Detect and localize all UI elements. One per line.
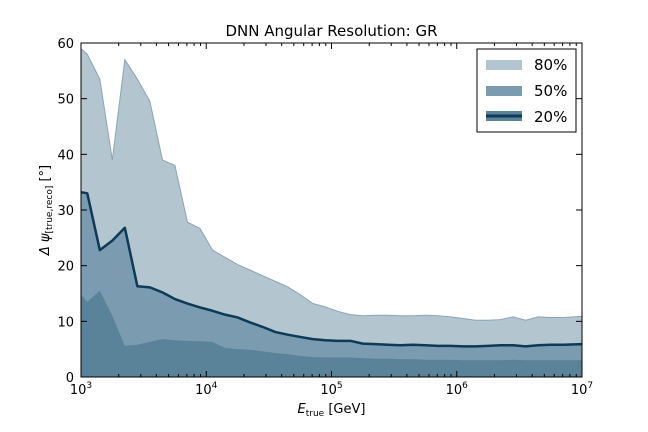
median-line	[80, 190, 583, 348]
area-50pct	[81, 192, 582, 377]
legend: 80% 50% 20%	[476, 48, 577, 133]
area-20pct	[81, 290, 582, 377]
legend-label-20: 20%	[534, 108, 567, 126]
y-tick-label: 20	[57, 260, 74, 275]
x-tick-label: 105	[320, 381, 342, 398]
x-tick-label: 107	[571, 381, 593, 398]
legend-label-80: 80%	[534, 56, 567, 74]
x-axis-label: Etrue [GeV]	[298, 402, 366, 419]
x-tick-label: 106	[446, 381, 469, 398]
x-tick-label: 104	[195, 381, 218, 398]
y-tick-label: 60	[57, 37, 74, 52]
y-tick-label: 50	[57, 93, 74, 108]
y-tick-label: 30	[57, 204, 74, 219]
x-tick-label: 103	[70, 381, 92, 398]
chart-title: DNN Angular Resolution: GR	[225, 22, 437, 40]
y-tick-label: 0	[66, 371, 74, 386]
line-layer	[80, 48, 583, 348]
area-layer	[81, 48, 582, 377]
edge-line-80pct	[80, 48, 583, 321]
area-80pct	[81, 48, 582, 377]
y-tick-label: 10	[57, 315, 74, 330]
legend-label-50: 50%	[534, 82, 567, 100]
y-axis-label: Δ ψ[true,reco] [°]	[38, 165, 55, 256]
legend-swatch-50	[486, 86, 522, 96]
y-tick-label: 40	[57, 148, 74, 163]
tick-layer: 0 10 20 30 40 50 60 103 104 105 106 107	[57, 37, 593, 398]
legend-swatch-80	[486, 60, 522, 70]
